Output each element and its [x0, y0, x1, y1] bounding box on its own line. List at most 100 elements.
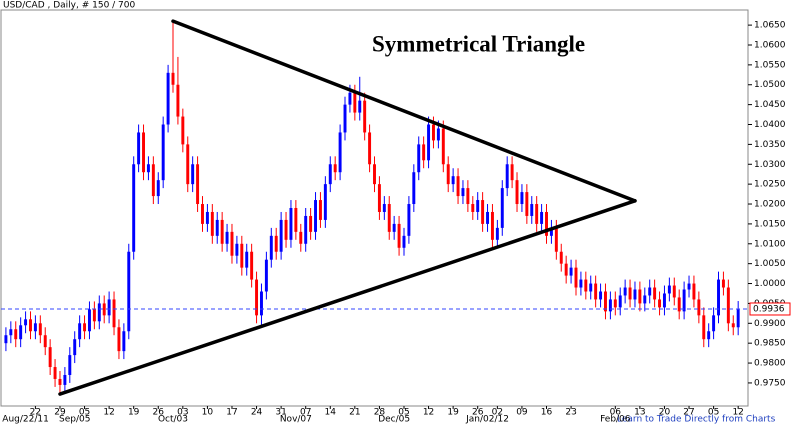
candle-body: [490, 211, 494, 240]
candle-body: [417, 144, 421, 173]
y-tick-label: 1.0250: [754, 180, 786, 190]
candle-body: [466, 188, 470, 205]
candle-body: [304, 215, 308, 244]
candle-body: [510, 164, 514, 181]
candle-body: [92, 309, 96, 322]
candle-body: [554, 227, 558, 252]
x-tick-label: 26: [472, 408, 484, 418]
candle-body: [712, 315, 716, 332]
candle-body: [196, 164, 200, 205]
candle-body: [731, 323, 735, 328]
candle-body: [29, 319, 32, 332]
candle-body: [569, 267, 573, 276]
candle-body: [520, 192, 524, 205]
candle-body: [436, 128, 440, 141]
candle-body: [564, 263, 568, 276]
candle-body: [348, 92, 352, 105]
candle-body: [14, 329, 18, 340]
candle-body: [667, 285, 671, 294]
candle-body: [230, 231, 234, 256]
x-tick-label: 13: [634, 408, 645, 418]
x-tick-label: 12: [423, 408, 434, 418]
candle-body: [97, 303, 101, 322]
candle-body: [264, 259, 268, 292]
candle-body: [122, 331, 126, 352]
candle-body: [476, 200, 480, 212]
candle-body: [707, 331, 711, 340]
candle-body: [461, 188, 465, 197]
footer-link[interactable]: Learn to Trade Directly from Charts: [617, 415, 776, 425]
candle-body: [392, 223, 396, 232]
y-tick-label: 1.0200: [754, 200, 786, 210]
candle-body: [481, 200, 485, 224]
x-tick-label: 23: [565, 408, 576, 418]
x-tick-label: 05: [708, 408, 719, 418]
candle-body: [628, 287, 632, 300]
candle-body: [309, 215, 313, 232]
x-tick-label: 12: [103, 408, 114, 418]
candle-body: [535, 204, 539, 224]
candle-body: [584, 279, 588, 292]
candle-body: [431, 124, 435, 141]
candle-body: [127, 251, 131, 332]
x-tick-label: 16: [541, 408, 553, 418]
chart-title: USD/CAD , Daily, # 150 / 700: [3, 1, 135, 11]
candle-body: [505, 164, 509, 189]
candle-body: [215, 219, 219, 236]
candle-body: [702, 315, 706, 340]
y-tick-label: 1.0350: [754, 140, 786, 150]
y-tick-label: 1.0400: [754, 120, 786, 130]
y-tick-label: 1.0450: [754, 100, 786, 110]
x-tick-label: 19: [447, 408, 459, 418]
y-tick-label: 1.0150: [754, 219, 786, 229]
candle-body: [407, 204, 411, 236]
candle-body: [284, 219, 288, 240]
x-tick-label: 20: [659, 408, 671, 418]
last-price-box: [749, 302, 791, 316]
y-tick-label: 1.0000: [754, 279, 786, 289]
y-tick-label: 1.0100: [754, 239, 786, 249]
candle-body: [4, 335, 8, 344]
candle-body: [117, 327, 121, 352]
candle-body: [259, 291, 263, 316]
x-tick-label: 31: [275, 408, 286, 418]
x-tick-label: 28: [374, 408, 386, 418]
candle-body: [662, 293, 666, 308]
candle-body: [289, 208, 293, 240]
candle-body: [717, 279, 720, 316]
candle-body: [613, 299, 617, 308]
candle-body: [672, 285, 676, 298]
x-period-label: Dec/05: [378, 415, 410, 425]
candle-body: [638, 289, 642, 304]
candle-body: [274, 235, 278, 252]
candle-body: [540, 211, 544, 224]
candle-body: [48, 347, 52, 368]
candle-body: [456, 176, 460, 197]
candle-body: [107, 299, 111, 316]
candle-body: [387, 204, 391, 232]
x-tick-label: 05: [398, 408, 409, 418]
candle-body: [323, 184, 327, 220]
candle-body: [368, 132, 372, 165]
candle-body: [594, 283, 598, 300]
candle-body: [500, 188, 504, 228]
x-period-label: Nov/07: [280, 415, 312, 425]
y-tick-label: 1.0550: [754, 60, 786, 70]
x-tick-label: 21: [349, 408, 360, 418]
trendline: [58, 199, 637, 396]
x-tick-label: 05: [79, 408, 90, 418]
candle-body: [589, 283, 593, 292]
x-tick-label: 10: [202, 408, 214, 418]
candle-body: [382, 204, 386, 212]
x-tick-label: 12: [732, 408, 743, 418]
last-price-label: 0.9936: [753, 304, 785, 314]
candle-body: [299, 231, 303, 244]
x-tick-label: 19: [128, 408, 140, 418]
candle-body: [397, 223, 401, 248]
x-period-label: Sep/05: [59, 415, 90, 425]
candle-body: [412, 172, 416, 205]
x-tick-label: 03: [177, 408, 188, 418]
candle-body: [137, 132, 141, 165]
pattern-label: Symmetrical Triangle: [372, 31, 585, 56]
candle-body: [692, 283, 696, 300]
